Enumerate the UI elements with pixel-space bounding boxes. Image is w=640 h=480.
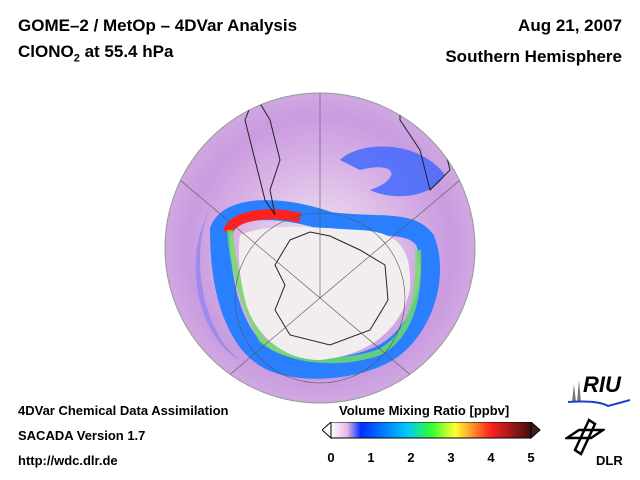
pressure-level: at 55.4 hPa xyxy=(79,42,174,61)
hemisphere-label: Southern Hemisphere xyxy=(445,47,622,66)
date-label: Aug 21, 2007 xyxy=(518,16,622,35)
antarctica-coastline xyxy=(274,231,389,346)
south-america-coastline xyxy=(244,93,281,216)
colorbar-max-arrow xyxy=(530,422,541,440)
colorbar-tick: 0 xyxy=(327,450,335,465)
colorbar-title: Volume Mixing Ratio [ppbv] xyxy=(339,403,510,418)
dlr-logo xyxy=(565,418,605,456)
colorbar-tick: 5 xyxy=(527,450,535,465)
footer-line1: 4DVar Chemical Data Assimilation xyxy=(18,403,229,418)
dlr-logo-text: DLR xyxy=(596,453,623,468)
colorbar-tick: 1 xyxy=(367,450,375,465)
footer-url: http://wdc.dlr.de xyxy=(18,453,118,468)
vortex-edge-ring xyxy=(209,200,441,379)
colorbar xyxy=(322,422,541,440)
footer-line2: SACADA Version 1.7 xyxy=(18,428,146,443)
colorbar-tick: 2 xyxy=(407,450,415,465)
species-name: ClONO xyxy=(18,42,74,61)
title-species: ClONO2 at 55.4 hPa xyxy=(18,42,173,64)
colorbar-tick: 3 xyxy=(447,450,455,465)
riu-logo xyxy=(568,380,631,408)
filament-northeast xyxy=(340,146,445,197)
antarctica-interior xyxy=(238,226,411,360)
riu-logo-text: RIU xyxy=(583,372,621,397)
colorbar-min-arrow xyxy=(322,422,332,440)
colorbar-gradient xyxy=(330,422,532,439)
species-subscript: 2 xyxy=(73,52,80,65)
high-value-region xyxy=(223,209,302,235)
colorbar-tick: 4 xyxy=(487,450,495,465)
title-line1: GOME–2 / MetOp – 4DVar Analysis xyxy=(18,16,298,35)
